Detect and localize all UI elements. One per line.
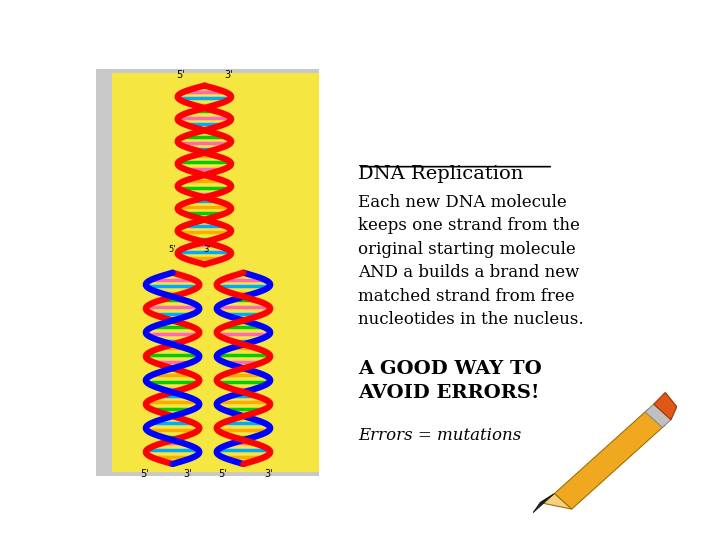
Polygon shape <box>533 494 554 513</box>
Polygon shape <box>540 494 572 509</box>
Text: 3': 3' <box>203 245 211 254</box>
Text: 3': 3' <box>184 469 192 479</box>
Text: A GOOD WAY TO
AVOID ERRORS!: A GOOD WAY TO AVOID ERRORS! <box>358 360 541 402</box>
Text: 5': 5' <box>176 70 185 80</box>
Text: 3': 3' <box>224 70 233 80</box>
Polygon shape <box>554 409 665 509</box>
Text: 5': 5' <box>218 469 228 479</box>
Polygon shape <box>654 393 677 420</box>
Bar <box>112 73 319 472</box>
Text: 5': 5' <box>168 245 176 254</box>
Text: 5': 5' <box>140 469 149 479</box>
Text: Errors = mutations: Errors = mutations <box>358 427 521 443</box>
Text: Each new DNA molecule
keeps one strand from the
original starting molecule
AND a: Each new DNA molecule keeps one strand f… <box>358 194 583 328</box>
Bar <box>96 69 319 476</box>
Text: DNA Replication: DNA Replication <box>358 165 523 183</box>
Polygon shape <box>645 404 671 428</box>
Text: 3': 3' <box>264 469 273 479</box>
